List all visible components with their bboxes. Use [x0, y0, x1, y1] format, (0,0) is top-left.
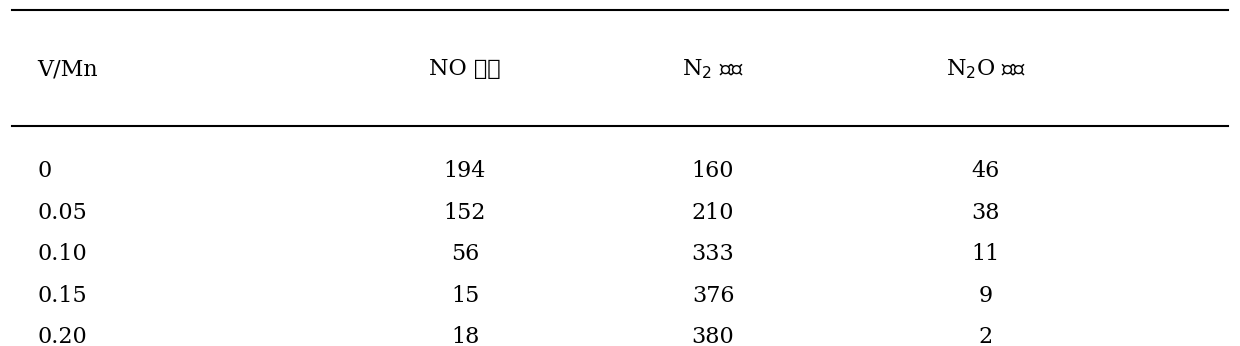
Text: 333: 333 [692, 243, 734, 265]
Text: NO 浓度: NO 浓度 [429, 58, 501, 80]
Text: 18: 18 [451, 326, 479, 346]
Text: N$_2$O 浓度: N$_2$O 浓度 [946, 57, 1025, 81]
Text: 15: 15 [451, 285, 479, 307]
Text: 160: 160 [692, 160, 734, 182]
Text: 0.10: 0.10 [37, 243, 87, 265]
Text: 380: 380 [692, 326, 734, 346]
Text: V/Mn: V/Mn [37, 58, 98, 80]
Text: 0: 0 [37, 160, 51, 182]
Text: 0.20: 0.20 [37, 326, 87, 346]
Text: 0.15: 0.15 [37, 285, 87, 307]
Text: 210: 210 [692, 202, 734, 224]
Text: 2: 2 [978, 326, 993, 346]
Text: 152: 152 [444, 202, 486, 224]
Text: 9: 9 [978, 285, 993, 307]
Text: 376: 376 [692, 285, 734, 307]
Text: 46: 46 [972, 160, 999, 182]
Text: 56: 56 [451, 243, 479, 265]
Text: 38: 38 [972, 202, 999, 224]
Text: N$_2$ 浓度: N$_2$ 浓度 [682, 57, 744, 81]
Text: 194: 194 [444, 160, 486, 182]
Text: 0.05: 0.05 [37, 202, 87, 224]
Text: 11: 11 [972, 243, 999, 265]
